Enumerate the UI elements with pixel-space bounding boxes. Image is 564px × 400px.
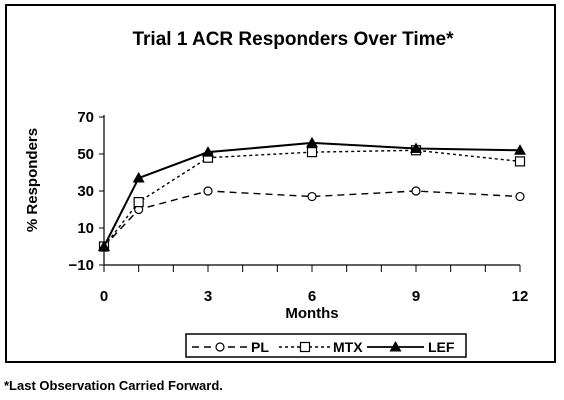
data-point-lef	[306, 136, 318, 148]
data-point-pl	[307, 191, 317, 202]
data-point-mtx	[133, 197, 144, 208]
data-point-lef	[98, 240, 110, 251]
data-point-lef	[132, 172, 145, 183]
legend-marker-mtx	[299, 341, 311, 353]
series-lef	[98, 136, 526, 251]
data-point-pl	[203, 186, 213, 196]
y-tick-label: 10	[77, 220, 94, 237]
x-tick-label: 6	[308, 288, 316, 305]
series-pl	[99, 186, 525, 252]
y-tick-label: −10	[69, 257, 94, 274]
legend-label-mtx: MTX	[333, 339, 363, 355]
legend-box	[185, 333, 467, 358]
data-point-lef	[202, 146, 214, 157]
data-point-mtx	[306, 147, 318, 158]
x-tick-label: 9	[412, 288, 420, 305]
x-tick-label: 0	[100, 288, 108, 305]
y-tick-label: 30	[77, 183, 94, 200]
data-point-pl	[411, 186, 421, 196]
data-point-pl	[515, 191, 525, 202]
x-axis-label: Months	[285, 305, 338, 322]
series-line-pl	[103, 190, 521, 247]
x-tick-label: 12	[512, 288, 529, 305]
series-layer	[98, 136, 526, 252]
data-point-mtx	[514, 156, 526, 167]
legend-marker-pl	[215, 342, 225, 352]
chart-title: Trial 1 ACR Responders Over Time*	[132, 29, 454, 50]
data-point-lef	[410, 142, 422, 153]
legend-label-pl: PL	[251, 339, 269, 355]
data-point-lef	[514, 144, 526, 155]
legend-label-lef: LEF	[428, 339, 455, 355]
y-axis-label: % Responders	[24, 128, 41, 232]
x-tick-label: 3	[204, 288, 212, 305]
legend-marker-lef	[389, 341, 402, 352]
y-tick-label: 50	[77, 146, 94, 163]
legend: PL MTX LEF	[185, 333, 467, 358]
y-tick-label: 70	[77, 109, 94, 126]
series-line-lef	[103, 141, 521, 247]
chart-frame	[5, 4, 556, 363]
axes: −10 10 30 50 70 0 3 6 9 12	[69, 109, 529, 305]
footnote: *Last Observation Carried Forward.	[4, 378, 223, 393]
